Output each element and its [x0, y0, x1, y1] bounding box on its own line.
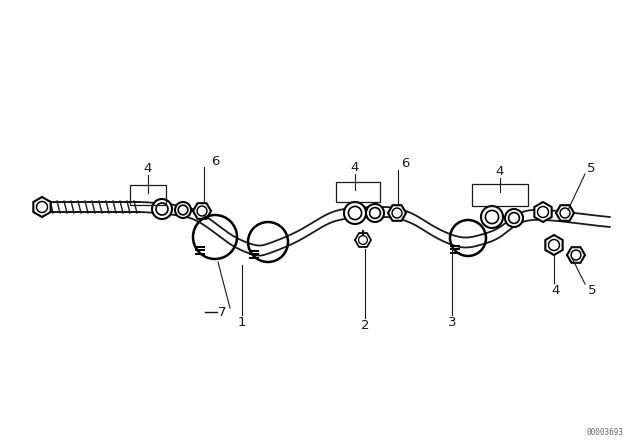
Circle shape — [36, 202, 47, 212]
Polygon shape — [193, 203, 211, 219]
Text: 5: 5 — [588, 284, 596, 297]
Circle shape — [571, 250, 581, 260]
Polygon shape — [40, 202, 610, 255]
Text: 1: 1 — [237, 315, 246, 328]
Circle shape — [348, 207, 362, 220]
Polygon shape — [388, 205, 406, 221]
Circle shape — [152, 199, 172, 219]
Text: 3: 3 — [448, 315, 456, 328]
Circle shape — [481, 206, 503, 228]
Circle shape — [505, 209, 523, 227]
Text: 7: 7 — [218, 306, 227, 319]
Polygon shape — [33, 197, 51, 217]
Polygon shape — [545, 235, 563, 255]
Polygon shape — [534, 202, 552, 222]
Circle shape — [560, 208, 570, 218]
Polygon shape — [567, 247, 585, 263]
Circle shape — [156, 203, 168, 215]
Text: 6: 6 — [401, 156, 409, 169]
Circle shape — [197, 206, 207, 216]
Circle shape — [344, 202, 366, 224]
Polygon shape — [355, 233, 371, 247]
Text: 5: 5 — [587, 161, 595, 175]
Bar — [336, 182, 380, 202]
Circle shape — [548, 240, 559, 250]
Text: 6: 6 — [211, 155, 219, 168]
Circle shape — [392, 208, 402, 218]
Bar — [472, 184, 528, 206]
Text: 4: 4 — [496, 164, 504, 177]
Circle shape — [509, 213, 520, 224]
Circle shape — [366, 204, 384, 222]
Text: 4: 4 — [351, 160, 359, 173]
Circle shape — [175, 202, 191, 218]
Bar — [130, 185, 166, 205]
Circle shape — [370, 207, 380, 219]
Text: 00003693: 00003693 — [586, 427, 623, 436]
Polygon shape — [556, 205, 574, 221]
Circle shape — [538, 207, 548, 217]
Text: 4: 4 — [144, 161, 152, 175]
Text: 4: 4 — [552, 284, 560, 297]
Circle shape — [485, 211, 499, 224]
Circle shape — [358, 236, 367, 245]
Circle shape — [178, 205, 188, 215]
Text: 2: 2 — [361, 319, 369, 332]
